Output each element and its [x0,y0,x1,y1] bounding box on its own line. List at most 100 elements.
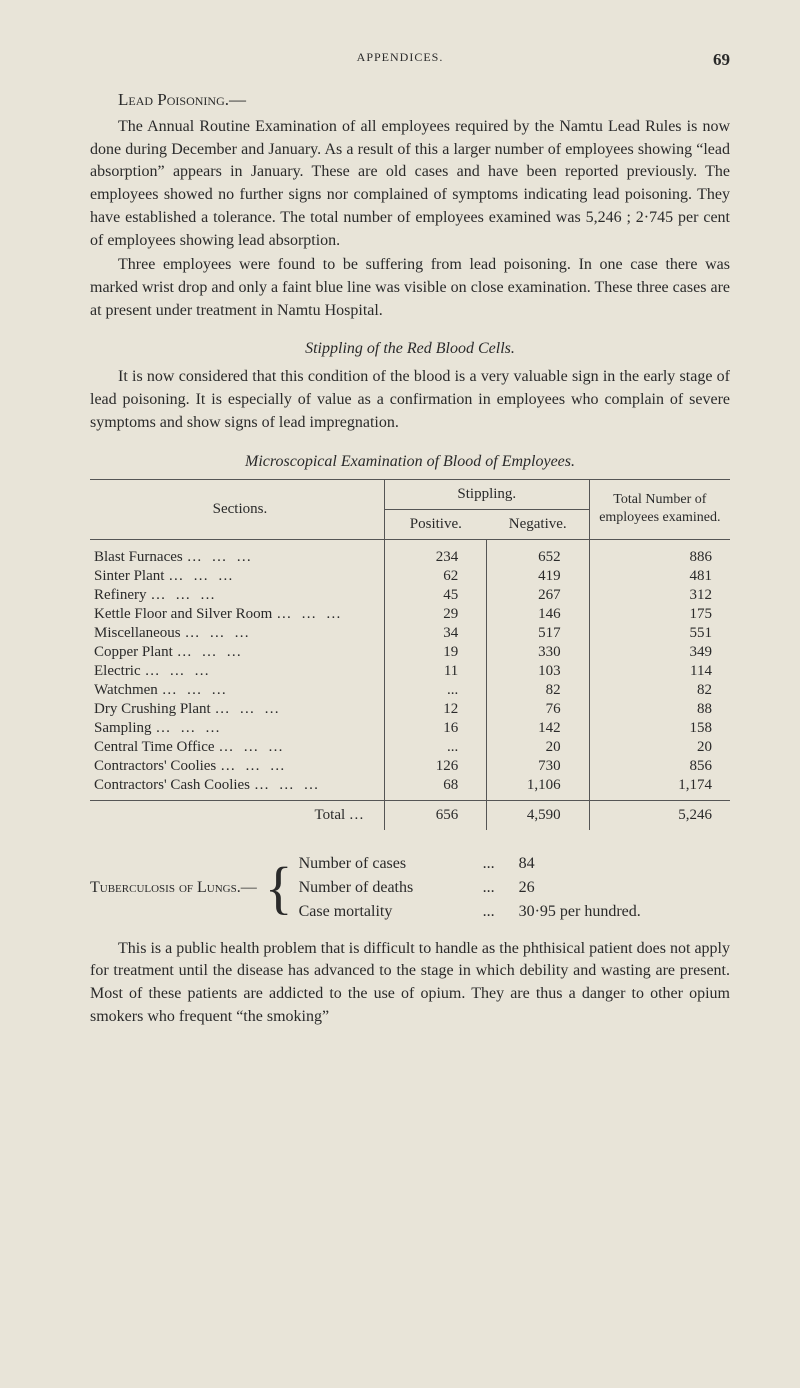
table-row: Electric… … …11103114 [90,662,730,681]
tub-deaths-label: Number of deaths [299,876,469,900]
dots: ... [469,900,509,924]
tuberculosis-para: This is a public health problem that is … [90,938,730,1029]
row-negative: 20 [487,738,589,757]
page: APPENDICES. 69 Lead Poisoning.— The Annu… [0,0,800,1388]
table-row: Blast Furnaces… … …234652886 [90,548,730,567]
tuberculosis-heading: Tuberculosis of Lungs.— [90,879,257,897]
row-label: Sampling… … … [90,719,384,738]
total-total: 5,246 [589,800,730,830]
page-header: APPENDICES. 69 [90,50,730,70]
row-label: Contractors' Coolies… … … [90,757,384,776]
row-positive: 234 [384,548,486,567]
stippling-heading: Stippling of the Red Blood Cells. [90,340,730,358]
row-positive: 11 [384,662,486,681]
row-negative: 267 [487,586,589,605]
row-negative: 82 [487,681,589,700]
row-negative: 103 [487,662,589,681]
row-positive: 62 [384,567,486,586]
row-negative: 1,106 [487,776,589,801]
running-title: APPENDICES. [357,50,444,65]
row-label: Copper Plant… … … [90,643,384,662]
table-row: Miscellaneous… … …34517551 [90,624,730,643]
dots: ... [469,876,509,900]
row-positive: 29 [384,605,486,624]
tub-cases-label: Number of cases [299,852,469,876]
tub-mortality-value: 30·95 per hundred. [509,900,641,924]
row-positive: 68 [384,776,486,801]
page-number: 69 [713,50,730,70]
table-row: Refinery… … …45267312 [90,586,730,605]
row-label: Blast Furnaces… … … [90,548,384,567]
table-row: Kettle Floor and Silver Room… … …2914617… [90,605,730,624]
row-total: 158 [589,719,730,738]
col-sections: Sections. [90,479,384,539]
tub-deaths-row: Number of deaths ... 26 [299,876,641,900]
row-positive: ... [384,738,486,757]
row-total: 481 [589,567,730,586]
row-label: Refinery… … … [90,586,384,605]
lead-poisoning-para-2: Three employees were found to be sufferi… [90,254,730,322]
row-total: 312 [589,586,730,605]
row-positive: 19 [384,643,486,662]
table-row: Dry Crushing Plant… … …127688 [90,700,730,719]
tuberculosis-rows: Number of cases ... 84 Number of deaths … [299,852,641,924]
tuberculosis-block: Tuberculosis of Lungs.— { Number of case… [90,852,730,924]
brace-icon: { [265,859,293,917]
row-negative: 330 [487,643,589,662]
total-positive: 656 [384,800,486,830]
row-total: 349 [589,643,730,662]
table-total-row: Total …6564,5905,246 [90,800,730,830]
row-total: 856 [589,757,730,776]
row-total: 175 [589,605,730,624]
row-label: Electric… … … [90,662,384,681]
row-negative: 76 [487,700,589,719]
row-label: Dry Crushing Plant… … … [90,700,384,719]
table-row: Central Time Office… … …...2020 [90,738,730,757]
row-negative: 730 [487,757,589,776]
row-label: Contractors' Cash Coolies… … … [90,776,384,801]
row-label: Sinter Plant… … … [90,567,384,586]
total-negative: 4,590 [487,800,589,830]
dots: ... [469,852,509,876]
table-row: Contractors' Coolies… … …126730856 [90,757,730,776]
row-negative: 419 [487,567,589,586]
row-positive: ... [384,681,486,700]
row-positive: 12 [384,700,486,719]
row-total: 1,174 [589,776,730,801]
row-positive: 45 [384,586,486,605]
stippling-para: It is now considered that this condition… [90,366,730,434]
row-total: 886 [589,548,730,567]
tub-mortality-row: Case mortality ... 30·95 per hundred. [299,900,641,924]
row-label: Miscellaneous… … … [90,624,384,643]
row-negative: 142 [487,719,589,738]
table-row: Sampling… … …16142158 [90,719,730,738]
row-total: 20 [589,738,730,757]
lead-poisoning-para-1: The Annual Routine Examination of all em… [90,116,730,252]
lead-poisoning-heading: Lead Poisoning.— [90,90,730,110]
col-total: Total Number of employees examined. [589,479,730,539]
row-positive: 16 [384,719,486,738]
col-positive: Positive. [384,509,486,539]
row-total: 114 [589,662,730,681]
table-row: Contractors' Cash Coolies… … …681,1061,1… [90,776,730,801]
tub-deaths-value: 26 [509,876,535,900]
tub-cases-row: Number of cases ... 84 [299,852,641,876]
total-label: Total … [90,800,384,830]
row-negative: 652 [487,548,589,567]
row-total: 551 [589,624,730,643]
col-stippling: Stippling. [384,479,589,509]
col-negative: Negative. [487,509,589,539]
tub-cases-value: 84 [509,852,535,876]
table-row: Copper Plant… … …19330349 [90,643,730,662]
row-total: 88 [589,700,730,719]
row-label: Kettle Floor and Silver Room… … … [90,605,384,624]
row-label: Central Time Office… … … [90,738,384,757]
table-row: Sinter Plant… … …62419481 [90,567,730,586]
table-title: Microscopical Examination of Blood of Em… [90,453,730,471]
row-total: 82 [589,681,730,700]
employees-table: Sections. Stippling. Total Number of emp… [90,479,730,830]
table-row: Watchmen… … …...8282 [90,681,730,700]
row-positive: 34 [384,624,486,643]
row-negative: 146 [487,605,589,624]
tub-mortality-label: Case mortality [299,900,469,924]
